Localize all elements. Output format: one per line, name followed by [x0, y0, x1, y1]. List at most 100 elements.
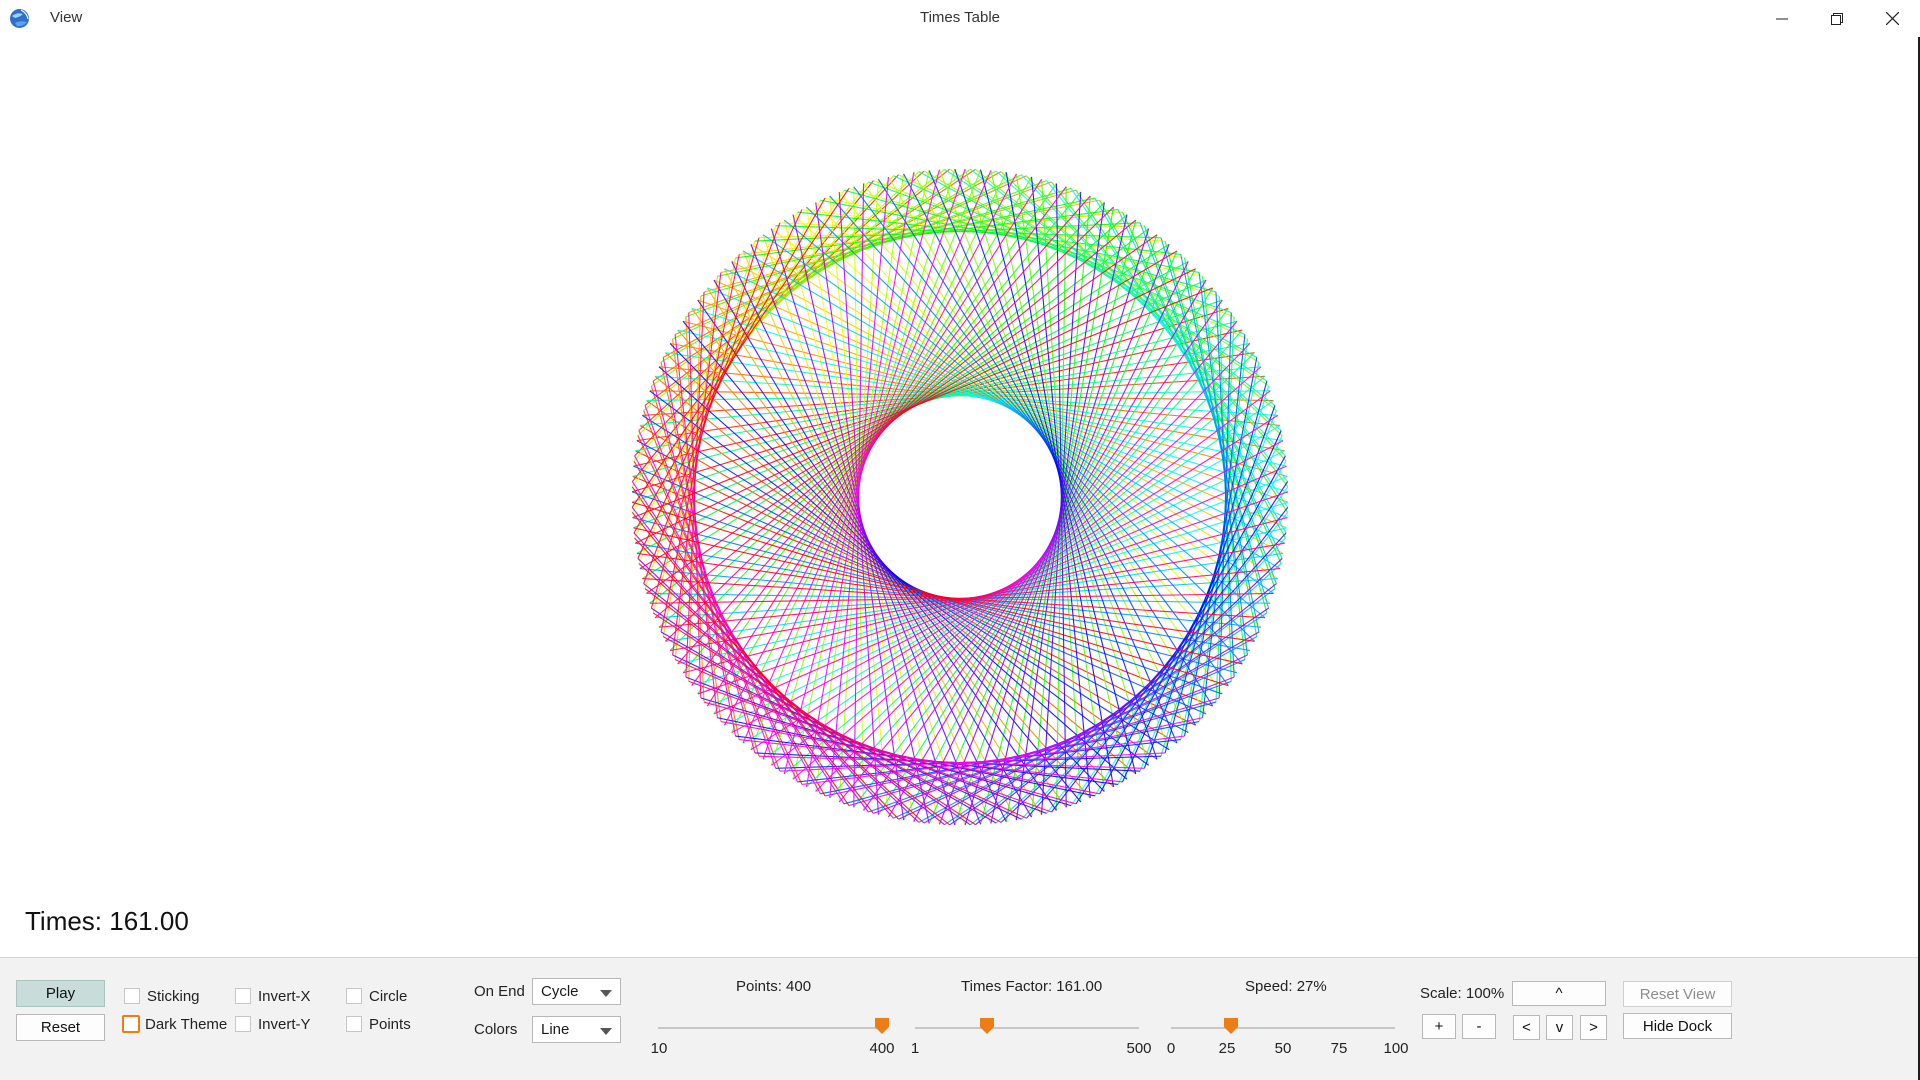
chord-line: [995, 170, 1282, 431]
chord-line: [631, 188, 850, 508]
speed-tick: 100: [1383, 1040, 1409, 1057]
chord-line: [631, 512, 874, 814]
chord-line: [1180, 254, 1260, 633]
pan-left-button[interactable]: <: [1513, 1015, 1540, 1040]
pan-down-button[interactable]: v: [1546, 1015, 1573, 1040]
scale-label: Scale: 100%: [1420, 985, 1505, 1002]
invert-x-checkbox[interactable]: Invert-X: [235, 986, 311, 1006]
chord-line: [633, 197, 826, 534]
chord-line: [918, 171, 1258, 358]
chord-line: [660, 254, 740, 633]
chord-line: [660, 170, 997, 363]
circle-checkbox[interactable]: Circle: [346, 986, 407, 1006]
dark-theme-checkbox[interactable]: Dark Theme: [122, 1014, 227, 1034]
chord-line: [1094, 197, 1287, 534]
checkbox-label: Circle: [369, 987, 408, 1005]
checkbox-box: [346, 988, 362, 1004]
chord-line: [1218, 312, 1232, 699]
slider-thumb[interactable]: [979, 1017, 995, 1035]
reset-view-button[interactable]: Reset View: [1623, 981, 1732, 1007]
times-factor-slider[interactable]: [915, 1017, 1139, 1039]
colors-label: Colors: [474, 1021, 518, 1038]
invert-y-checkbox[interactable]: Invert-Y: [235, 1014, 311, 1034]
chord-line: [944, 168, 1268, 382]
points-slider[interactable]: [658, 1017, 889, 1039]
chord-line: [688, 680, 1052, 813]
checkbox-label: Sticking: [147, 987, 200, 1005]
control-dock: Play Reset Sticking Dark Theme Invert-X …: [0, 957, 1918, 1080]
chord-line: [685, 180, 1047, 318]
colors-value: Line: [541, 1021, 570, 1038]
restore-button[interactable]: [1809, 0, 1865, 37]
chord-line: [1117, 209, 1283, 559]
zoom-in-button[interactable]: +: [1422, 1014, 1456, 1039]
close-button[interactable]: [1864, 0, 1920, 37]
slider-thumb[interactable]: [1223, 1017, 1239, 1035]
times-min-label: 1: [910, 1040, 920, 1057]
pan-right-button[interactable]: >: [1580, 1015, 1607, 1040]
chord-line: [644, 588, 951, 826]
zoom-out-button[interactable]: -: [1462, 1014, 1496, 1039]
chord-line: [1215, 291, 1235, 678]
chord-line: [1139, 222, 1277, 584]
sticking-checkbox[interactable]: Sticking: [124, 986, 200, 1006]
times-table-pattern: [631, 168, 1289, 826]
chord-line: [634, 537, 899, 820]
colors-select[interactable]: Line: [532, 1016, 621, 1043]
chord-line: [637, 171, 920, 436]
play-button[interactable]: Play: [16, 980, 105, 1007]
hide-dock-button[interactable]: Hide Dock: [1623, 1013, 1732, 1039]
chord-line: [848, 697, 1220, 807]
pan-up-button[interactable]: ^: [1512, 981, 1606, 1006]
chord-line: [969, 168, 1276, 406]
checkbox-box: [346, 1016, 362, 1032]
window-title: Times Table: [919, 9, 1001, 26]
on-end-value: Cycle: [541, 983, 579, 1000]
chord-line: [1160, 237, 1270, 609]
chord-line: [674, 659, 1027, 819]
chord-line: [1143, 405, 1276, 769]
window-edge: [1918, 37, 1920, 1080]
chord-line: [632, 287, 1213, 519]
chord-line: [735, 209, 1119, 259]
app-globe-icon: [10, 9, 29, 28]
points-checkbox[interactable]: Points: [346, 1014, 411, 1034]
chord-line: [672, 272, 722, 656]
close-icon: [1885, 12, 1899, 25]
chord-line: [1051, 506, 1289, 813]
chord-line: [843, 189, 1217, 293]
drawing-canvas[interactable]: [0, 37, 1920, 957]
checkbox-box: [122, 1015, 140, 1033]
chord-line: [688, 312, 702, 699]
minimize-button[interactable]: [1754, 0, 1810, 37]
menu-view[interactable]: View: [50, 9, 83, 26]
chevron-down-icon: [600, 990, 612, 997]
chord-line: [1070, 188, 1289, 508]
chord-line: [674, 334, 718, 718]
on-end-label: On End: [474, 983, 525, 1000]
chord-line: [758, 755, 1145, 769]
speed-label: Speed: 27%: [1245, 978, 1327, 995]
restore-icon: [1831, 12, 1843, 25]
chord-line: [651, 168, 971, 387]
chord-line: [638, 430, 798, 783]
chord-line: [923, 631, 1260, 824]
chord-line: [644, 405, 777, 769]
slider-thumb[interactable]: [874, 1017, 890, 1035]
checkbox-box: [124, 988, 140, 1004]
chord-line: [631, 501, 1229, 687]
speed-slider[interactable]: [1171, 1017, 1395, 1039]
chord-line: [1026, 532, 1287, 819]
chord-line: [662, 357, 737, 737]
times-factor-label: Times Factor: 161.00: [961, 978, 1103, 995]
chord-line: [652, 612, 976, 826]
on-end-select[interactable]: Cycle: [532, 978, 621, 1005]
speed-tick: 50: [1274, 1040, 1292, 1057]
chord-lines: [631, 168, 1289, 826]
chord-line: [1164, 380, 1268, 754]
reset-button[interactable]: Reset: [16, 1014, 105, 1041]
chord-line: [797, 211, 1181, 255]
points-max-label: 400: [869, 1040, 895, 1057]
times-readout: Times: 161.00: [25, 906, 189, 936]
chord-line: [643, 168, 945, 411]
